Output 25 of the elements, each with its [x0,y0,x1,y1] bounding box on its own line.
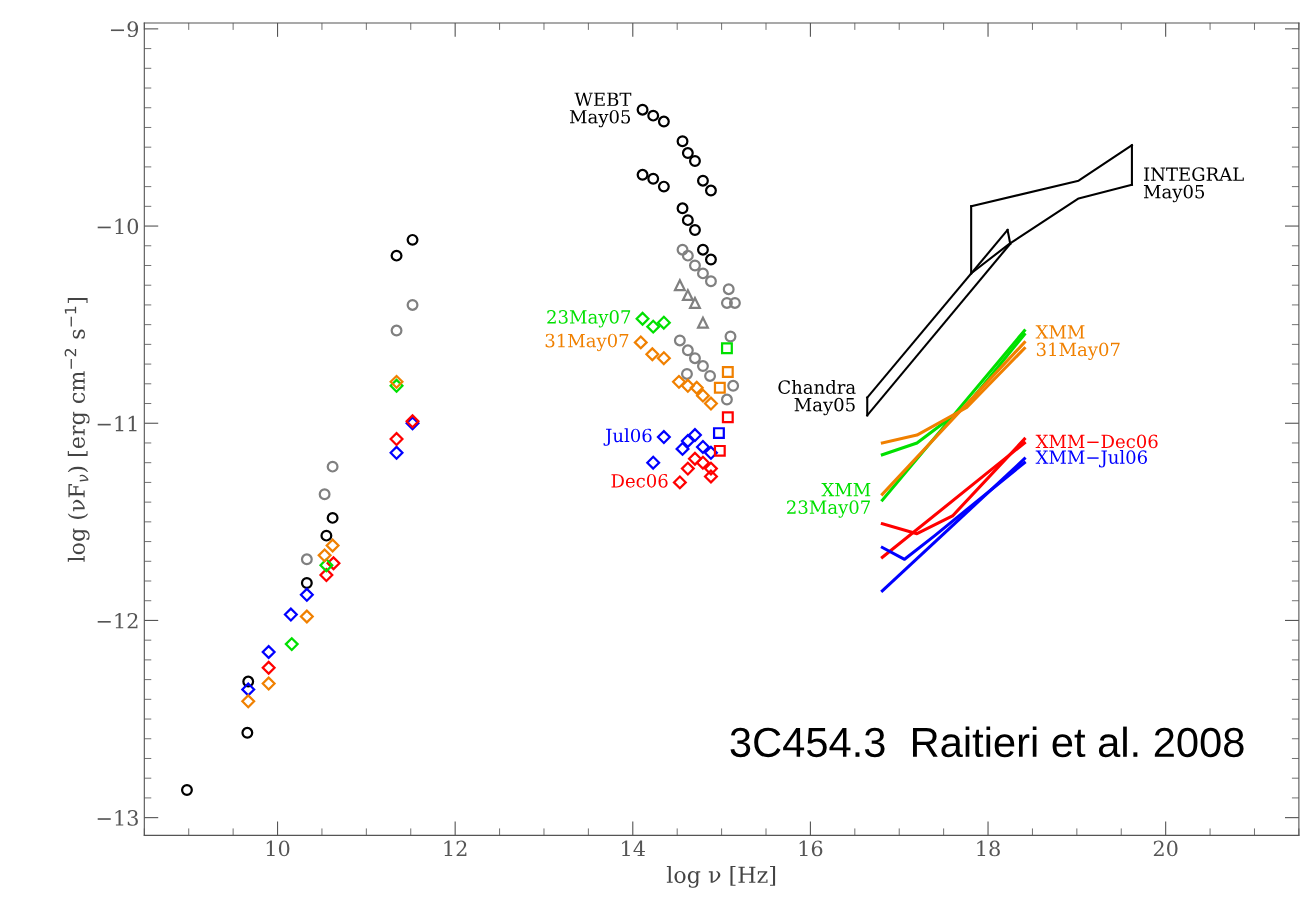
series-label: XMM−Dec06 [1035,434,1158,449]
x-tick-label: 10 [266,840,290,857]
y-tick-label: −13 [97,810,138,826]
series-label: XMM 23May07 [787,483,871,518]
annotation: 3C454.3 Raitieri et al. 2008 [730,726,1244,758]
y-tick-label: −12 [97,612,138,629]
y-axis-title: log (νF$_{ν}$) [erg cm$^{−2}$ s$^{−1}$] [64,297,90,562]
x-tick-label: 12 [444,840,467,857]
series-label: 23May07 [547,310,631,328]
x-tick-label: 20 [1153,840,1178,857]
series-label: WEBT May05 [569,92,632,128]
series-label: XMM−Jul06 [1035,450,1147,468]
y-tick-label: −11 [97,415,137,432]
x-axis-title: log ν [Hz] [666,865,776,888]
series-label: Dec06 [611,473,668,488]
series-label: INTEGRAL May05 [1143,167,1244,203]
x-tick-label: 18 [977,840,1000,857]
y-tick-label: −9 [110,21,139,38]
series-label: Jul06 [603,428,652,446]
x-tick-label: 16 [799,840,823,857]
x-tick-label: 14 [622,840,645,857]
series-label: 31May07 [545,333,629,352]
series-label: XMM 31May07 [1035,325,1120,360]
y-tick-label: −10 [97,218,139,235]
series-label: Chandra May05 [778,380,856,416]
